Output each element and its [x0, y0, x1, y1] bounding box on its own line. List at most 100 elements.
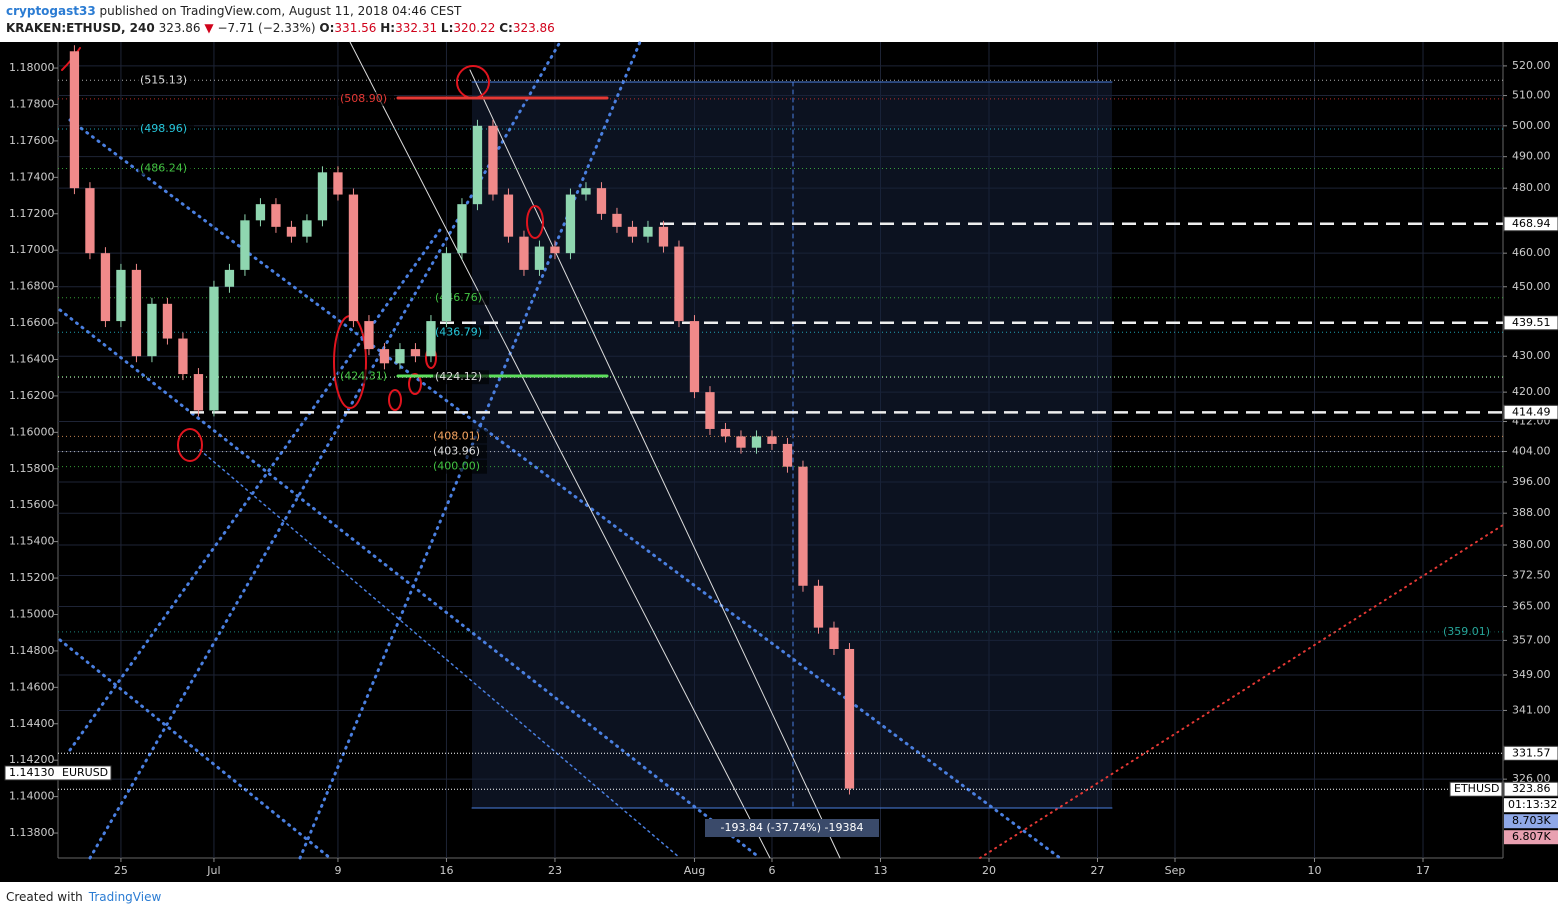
y-tick-label: 490.00 — [1512, 150, 1551, 163]
x-tick-label: 27 — [1090, 864, 1104, 877]
ohlc-value: 331.56 — [334, 21, 377, 35]
x-tick-label: Aug — [684, 864, 705, 877]
brand[interactable]: TradingView — [88, 890, 162, 904]
candle-body — [317, 172, 328, 221]
level-label-bg — [431, 444, 487, 459]
candle-body — [844, 648, 855, 789]
ohlc-key: C: — [499, 21, 513, 35]
level-label: (359.01) — [1443, 625, 1490, 638]
candle-body — [441, 253, 452, 322]
ohlc-key: L: — [440, 21, 454, 35]
volume-tag — [1504, 830, 1558, 845]
y-tick-label: 365.00 — [1512, 600, 1551, 613]
price-tag — [1503, 781, 1558, 797]
y-tick-label: 404.00 — [1512, 444, 1551, 457]
candle-body — [472, 125, 483, 205]
candle-body — [333, 172, 343, 195]
price-tag — [1503, 404, 1558, 420]
y2-tick-label: 1.17400 — [9, 170, 55, 183]
y-tick-label: 341.00 — [1512, 703, 1551, 716]
candle-body — [271, 204, 281, 227]
level-label: (486.24) — [140, 161, 187, 174]
y-tick-label: 520.00 — [1512, 59, 1551, 72]
price-tag — [1503, 216, 1558, 232]
x-tick-label: 16 — [439, 864, 453, 877]
level-label-bg — [431, 429, 487, 444]
ohlc-key: O: — [319, 21, 335, 35]
trend-line — [58, 638, 332, 860]
level-label-bg — [338, 91, 394, 106]
y2-tick-label: 1.14800 — [9, 644, 55, 657]
candle-body — [736, 436, 746, 448]
y2-tick-label: 1.17000 — [9, 243, 55, 256]
candle-body — [147, 303, 157, 357]
chart: 520.00 510.00 500.00 490.00 480.00 460.00 450.… — [0, 40, 1558, 882]
author[interactable]: cryptogast33 — [6, 4, 96, 18]
level-label: (424.12) — [435, 370, 482, 383]
y2-tick-label: 1.14000 — [9, 790, 55, 803]
level-label-bg — [433, 370, 489, 385]
candle-body — [224, 269, 235, 287]
candle-body — [813, 585, 824, 628]
candle-body — [627, 226, 638, 237]
candle-body — [519, 236, 529, 270]
trend-line — [58, 308, 762, 860]
trend-line — [979, 524, 1504, 859]
y2-tick-label: 1.16000 — [9, 425, 55, 438]
candle-body — [240, 220, 250, 270]
y-tick-label: 357.00 — [1512, 633, 1551, 646]
level-label: (436.79) — [435, 325, 482, 338]
y2-tick-label: 1.16400 — [9, 352, 55, 365]
trend-line — [68, 118, 1062, 860]
level-label: (424.31) — [340, 370, 387, 383]
candle-body — [658, 226, 669, 247]
candle-body — [364, 321, 374, 350]
candle-body — [69, 51, 80, 189]
y-tick-label: 510.00 — [1512, 89, 1551, 102]
level-label-bg — [138, 161, 194, 176]
y2-tick-label: 1.17800 — [9, 97, 55, 110]
trend-line — [68, 228, 442, 752]
ohlc-value: 320.22 — [453, 21, 496, 35]
y2-tick-label: 1.16800 — [9, 280, 55, 293]
candle-body — [565, 194, 576, 254]
measure-label: -193.84 (-37.74%) -19384 — [721, 821, 864, 834]
arrow: ▼ — [204, 21, 214, 35]
y-tick-label: 349.00 — [1512, 668, 1551, 681]
header: cryptogast33 published on TradingView.co… — [6, 3, 555, 37]
x-tick-label: Sep — [1165, 864, 1186, 877]
x-tick-label: Jul — [206, 864, 220, 877]
last: 323.86 — [158, 21, 201, 35]
annotation-circle — [526, 205, 544, 239]
candle-body — [255, 204, 266, 221]
level-label-bg — [138, 121, 194, 136]
level-label-bg — [431, 459, 487, 474]
price-tag-label: 331.57 — [1512, 746, 1551, 759]
y2-tick-label: 1.15600 — [9, 498, 55, 511]
level-label: (515.13) — [140, 73, 187, 86]
overlay-tag-symbol: EURUSD — [62, 766, 108, 779]
volume-tag-label: 8.703K — [1512, 814, 1551, 827]
price-tag-label: 468.94 — [1512, 217, 1551, 230]
trend-line — [349, 41, 771, 859]
price-tag-label: 414.49 — [1512, 405, 1551, 418]
candle-body — [457, 204, 467, 254]
level-label: (408.01) — [433, 429, 480, 442]
ohlc-key: H: — [380, 21, 396, 35]
candle-body — [193, 374, 204, 411]
y-tick-label: 396.00 — [1512, 475, 1551, 488]
footer: Created with TradingView — [6, 890, 161, 904]
x-tick-label: 6 — [768, 864, 775, 877]
overlay-tag-label: 1.14130 — [9, 766, 55, 779]
y2-tick-label: 1.18000 — [9, 61, 55, 74]
change: −7.71 (−2.33%) — [217, 21, 316, 35]
level-label-bg — [138, 73, 194, 88]
candle-body — [705, 392, 715, 429]
candle-body — [751, 436, 762, 448]
x-tick-label: 13 — [873, 864, 887, 877]
y-tick-label: 388.00 — [1512, 506, 1551, 519]
candle-body — [612, 213, 622, 227]
candle-body — [379, 349, 390, 364]
candle-body — [410, 349, 421, 357]
candle-body — [674, 246, 684, 322]
